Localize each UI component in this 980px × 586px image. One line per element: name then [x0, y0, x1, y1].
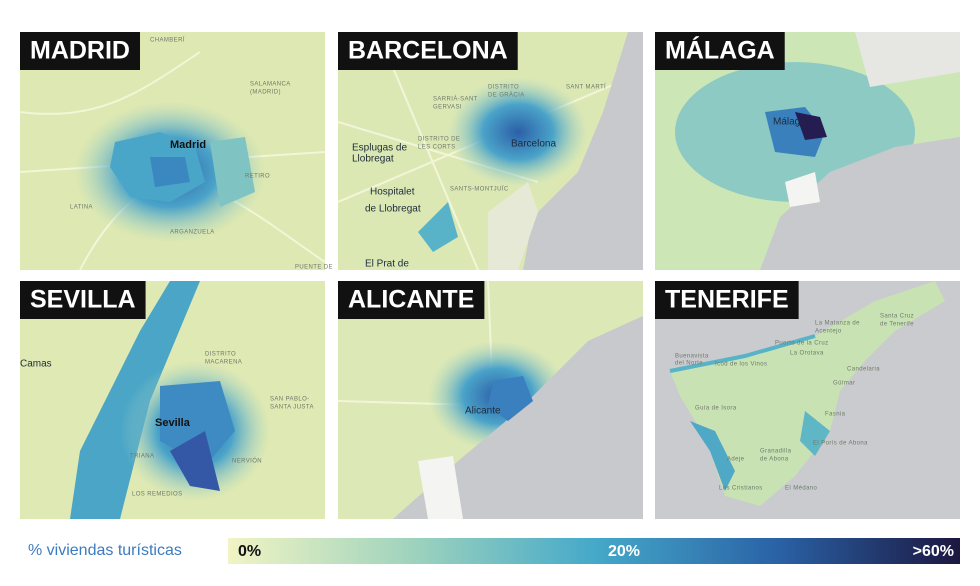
panel-labels: CHAMBERÍ SALAMANCA (MADRID) Madrid RETIRO LAT… [20, 32, 333, 271]
place-label: El Porís de Abona [813, 441, 868, 447]
place-label: SAN PABLO- [270, 397, 310, 403]
place-label: RETIRO [245, 174, 270, 180]
map-panel [338, 32, 643, 270]
place-label: Adeje [727, 457, 745, 463]
place-label: Los Cristianos [719, 486, 763, 492]
place-label: de Llobregat [365, 204, 421, 215]
place-label: SALAMANCA [250, 82, 291, 88]
panel-title: ALICANTE [348, 286, 474, 314]
place-label: Candelaria [847, 367, 880, 373]
place-label: DE GRÀCIA [488, 92, 525, 99]
title-box [20, 32, 140, 70]
panel-title: MÁLAGA [665, 36, 775, 65]
place-label: CHAMBERÍ [150, 37, 185, 44]
place-label: Camas [20, 359, 52, 370]
map-panel [655, 281, 960, 519]
map-panel [20, 32, 325, 270]
legend-gradient [228, 538, 960, 564]
place-label: SANTS-MONTJUÏC [450, 186, 509, 193]
place-label: Málaga [773, 117, 806, 128]
panel-labels: Alicante ALICANTE [338, 281, 501, 417]
panel-labels: Málaga MÁLAGA [655, 32, 806, 128]
place-label: Llobregat [352, 154, 394, 165]
place-label: Puerto de la Cruz [775, 341, 829, 347]
map-panel [338, 281, 643, 519]
place-label: Buenavista [675, 354, 709, 360]
place-label: La Matanza de [815, 321, 860, 327]
legend-stop-label: 0% [238, 543, 261, 560]
panel-title: TENERIFE [665, 286, 789, 314]
legend-stop-label: 20% [608, 543, 640, 560]
place-label: Güímar [833, 381, 855, 387]
title-box [338, 32, 518, 70]
place-label: El Prat de [365, 259, 409, 270]
map-panel [655, 32, 960, 270]
place-label: Santa Cruz [880, 314, 914, 320]
place-label: NERVIÓN [232, 458, 262, 465]
panel-labels: Santa Cruz de Tenerife La Matanza de Acente… [655, 281, 914, 492]
place-label: de Tenerife [880, 322, 914, 328]
place-label: LATINA [70, 205, 93, 211]
place-label: Fasnia [825, 412, 846, 418]
place-label: MACARENA [205, 360, 242, 366]
panel-title: SEVILLA [30, 286, 136, 314]
place-label: de Abona [760, 457, 789, 463]
place-label: Madrid [170, 139, 206, 151]
place-label: GERVASI [433, 105, 462, 111]
place-label: Acentejo [815, 329, 842, 335]
place-label: DISTRITO [205, 352, 236, 358]
place-label: LES CORTS [418, 145, 456, 151]
title-box [655, 281, 799, 319]
map-panel [20, 281, 325, 519]
place-label: Granadilla [760, 449, 792, 455]
place-label: del Norte [675, 361, 703, 367]
place-label: Sevilla [155, 417, 191, 429]
title-box [655, 32, 785, 70]
place-label: Hospitalet [370, 187, 415, 198]
panel-labels: Camas DISTRITO MACARENA SAN PABLO- SANTA JUS… [20, 281, 314, 498]
place-label: ARGANZUELA [170, 230, 215, 236]
legend-title: % viviendas turísticas [28, 542, 182, 559]
place-label: Esplugas de [352, 143, 407, 154]
title-box [20, 281, 146, 319]
place-label: Alicante [465, 406, 501, 417]
place-label: SANT MARTÍ [566, 84, 606, 91]
title-box [338, 281, 485, 319]
legend-stop-label: >60% [913, 543, 954, 560]
place-label: Guía de Isora [695, 406, 737, 412]
place-label: (MADRID) [250, 90, 281, 96]
place-label: DISTRITO DE [418, 137, 460, 143]
place-label: SARRIÀ-SANT [433, 96, 478, 103]
place-label: El Médano [785, 486, 818, 492]
place-label: Barcelona [511, 139, 556, 150]
place-label: DISTRITO [488, 85, 519, 91]
place-label: LOS REMEDIOS [132, 492, 182, 498]
place-label: Icod de los Vinos [715, 362, 767, 368]
panel-title: BARCELONA [348, 37, 508, 65]
panel-title: MADRID [30, 37, 130, 65]
place-label: La Orotava [790, 351, 824, 357]
place-label: PUENTE DE [295, 265, 333, 271]
place-label: SANTA JUSTA [270, 405, 314, 411]
place-label: TRIANA [130, 454, 154, 460]
